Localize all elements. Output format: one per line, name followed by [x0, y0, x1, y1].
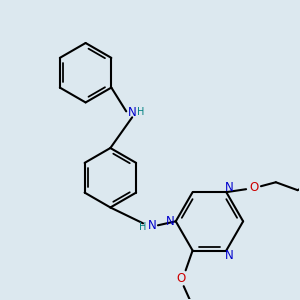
Text: H: H [140, 222, 147, 232]
Text: N: N [225, 181, 233, 194]
Text: O: O [176, 272, 185, 285]
Text: N: N [225, 249, 233, 262]
Text: H: H [137, 107, 145, 117]
Text: O: O [249, 181, 259, 194]
Text: N: N [128, 106, 136, 119]
Text: N: N [148, 219, 156, 232]
Text: N: N [166, 215, 175, 228]
